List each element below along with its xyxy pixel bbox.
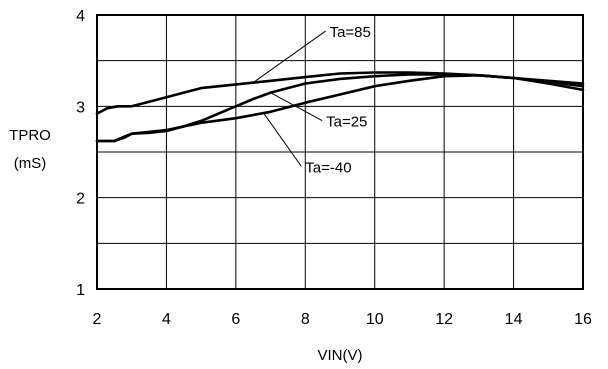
series-lines [95, 71, 585, 143]
x-tick-label: 16 [574, 311, 592, 328]
x-tick-label: 2 [93, 311, 102, 328]
y-axis-title-line1: TPRO [9, 127, 51, 144]
x-tick-label: 6 [231, 311, 240, 328]
y-tick-label: 3 [76, 99, 85, 116]
x-tick-label: 10 [366, 311, 384, 328]
y-axis-title-line2: (mS) [14, 155, 47, 172]
plot-frame [96, 14, 584, 290]
grid-lines [96, 14, 584, 290]
annotation-leader-line [270, 92, 323, 122]
x-tick-label: 8 [301, 311, 310, 328]
x-tick-label: 14 [505, 311, 523, 328]
series-label: Ta=85 [330, 24, 371, 41]
series-label: Ta=25 [326, 114, 367, 131]
x-tick-label: 4 [162, 311, 171, 328]
annotations: Ta=85 Ta=25 Ta=-40 [252, 24, 371, 176]
x-axis-title: VIN(V) [318, 347, 363, 364]
annotation-leader-line [252, 30, 326, 83]
y-tick-label: 1 [76, 282, 85, 299]
y-tick-label: 4 [76, 8, 85, 25]
x-tick-label: 12 [435, 311, 453, 328]
series-label: Ta=-40 [305, 159, 351, 176]
series-line-ta-40 [95, 74, 585, 143]
x-tick-labels: 2 4 6 8 10 12 14 16 [93, 311, 592, 328]
y-tick-labels: 1 2 3 4 [76, 8, 85, 299]
y-tick-label: 2 [76, 191, 85, 208]
annotation-leader-line [263, 112, 302, 167]
